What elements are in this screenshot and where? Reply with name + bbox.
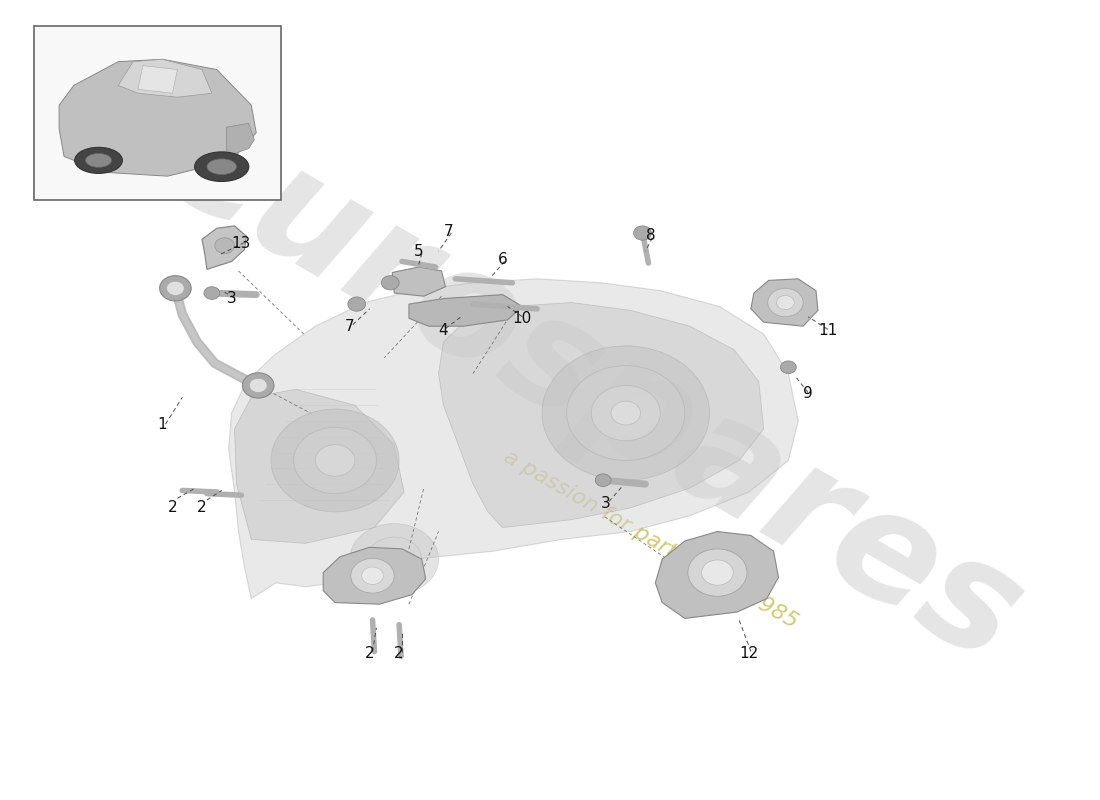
Circle shape [214, 238, 234, 254]
Circle shape [768, 288, 803, 317]
Polygon shape [234, 390, 404, 543]
Circle shape [242, 373, 274, 398]
Text: 9: 9 [803, 386, 813, 401]
Text: 2: 2 [197, 500, 207, 515]
Circle shape [351, 558, 394, 593]
Circle shape [160, 276, 191, 301]
Text: 4: 4 [439, 322, 449, 338]
Text: 13: 13 [232, 236, 251, 250]
Text: 12: 12 [739, 646, 759, 662]
Text: 1: 1 [157, 418, 167, 433]
Polygon shape [229, 279, 799, 598]
Circle shape [702, 560, 734, 586]
Circle shape [350, 524, 439, 594]
Circle shape [595, 474, 610, 486]
Circle shape [204, 286, 220, 299]
Text: 3: 3 [602, 496, 610, 511]
Circle shape [566, 366, 685, 461]
Text: 3: 3 [227, 291, 236, 306]
Text: 7: 7 [443, 224, 453, 239]
Polygon shape [751, 279, 818, 326]
Polygon shape [439, 302, 763, 527]
Circle shape [777, 295, 794, 310]
Bar [34, 26, 280, 200]
Circle shape [250, 378, 267, 393]
Polygon shape [656, 531, 779, 618]
Circle shape [316, 445, 355, 476]
Circle shape [366, 537, 421, 582]
Circle shape [781, 361, 796, 374]
Circle shape [362, 567, 383, 585]
Text: 5: 5 [414, 244, 424, 258]
Text: 2: 2 [167, 500, 177, 515]
Text: 8: 8 [646, 228, 656, 243]
Circle shape [348, 297, 365, 311]
Text: 7: 7 [345, 318, 354, 334]
Text: 6: 6 [497, 251, 507, 266]
Circle shape [166, 281, 185, 295]
Circle shape [271, 409, 399, 512]
Text: a passion for parts since 1985: a passion for parts since 1985 [499, 446, 801, 632]
Ellipse shape [86, 154, 111, 167]
Circle shape [592, 386, 660, 441]
Ellipse shape [75, 147, 122, 174]
Text: 2: 2 [365, 646, 374, 662]
Polygon shape [227, 123, 254, 157]
Circle shape [542, 346, 710, 480]
Circle shape [383, 550, 406, 569]
Ellipse shape [207, 158, 236, 174]
Circle shape [382, 276, 399, 290]
Circle shape [634, 226, 651, 240]
Ellipse shape [195, 152, 249, 182]
Polygon shape [393, 267, 446, 296]
Circle shape [610, 402, 640, 425]
Polygon shape [59, 59, 256, 176]
Text: 2: 2 [394, 646, 404, 662]
Text: eurospares: eurospares [135, 83, 1047, 695]
Polygon shape [202, 226, 246, 270]
Text: 10: 10 [513, 311, 532, 326]
Text: 11: 11 [818, 322, 837, 338]
Circle shape [294, 427, 376, 494]
Circle shape [688, 549, 747, 596]
Polygon shape [409, 294, 522, 326]
Polygon shape [119, 59, 212, 98]
Polygon shape [138, 66, 177, 94]
Polygon shape [323, 547, 426, 604]
